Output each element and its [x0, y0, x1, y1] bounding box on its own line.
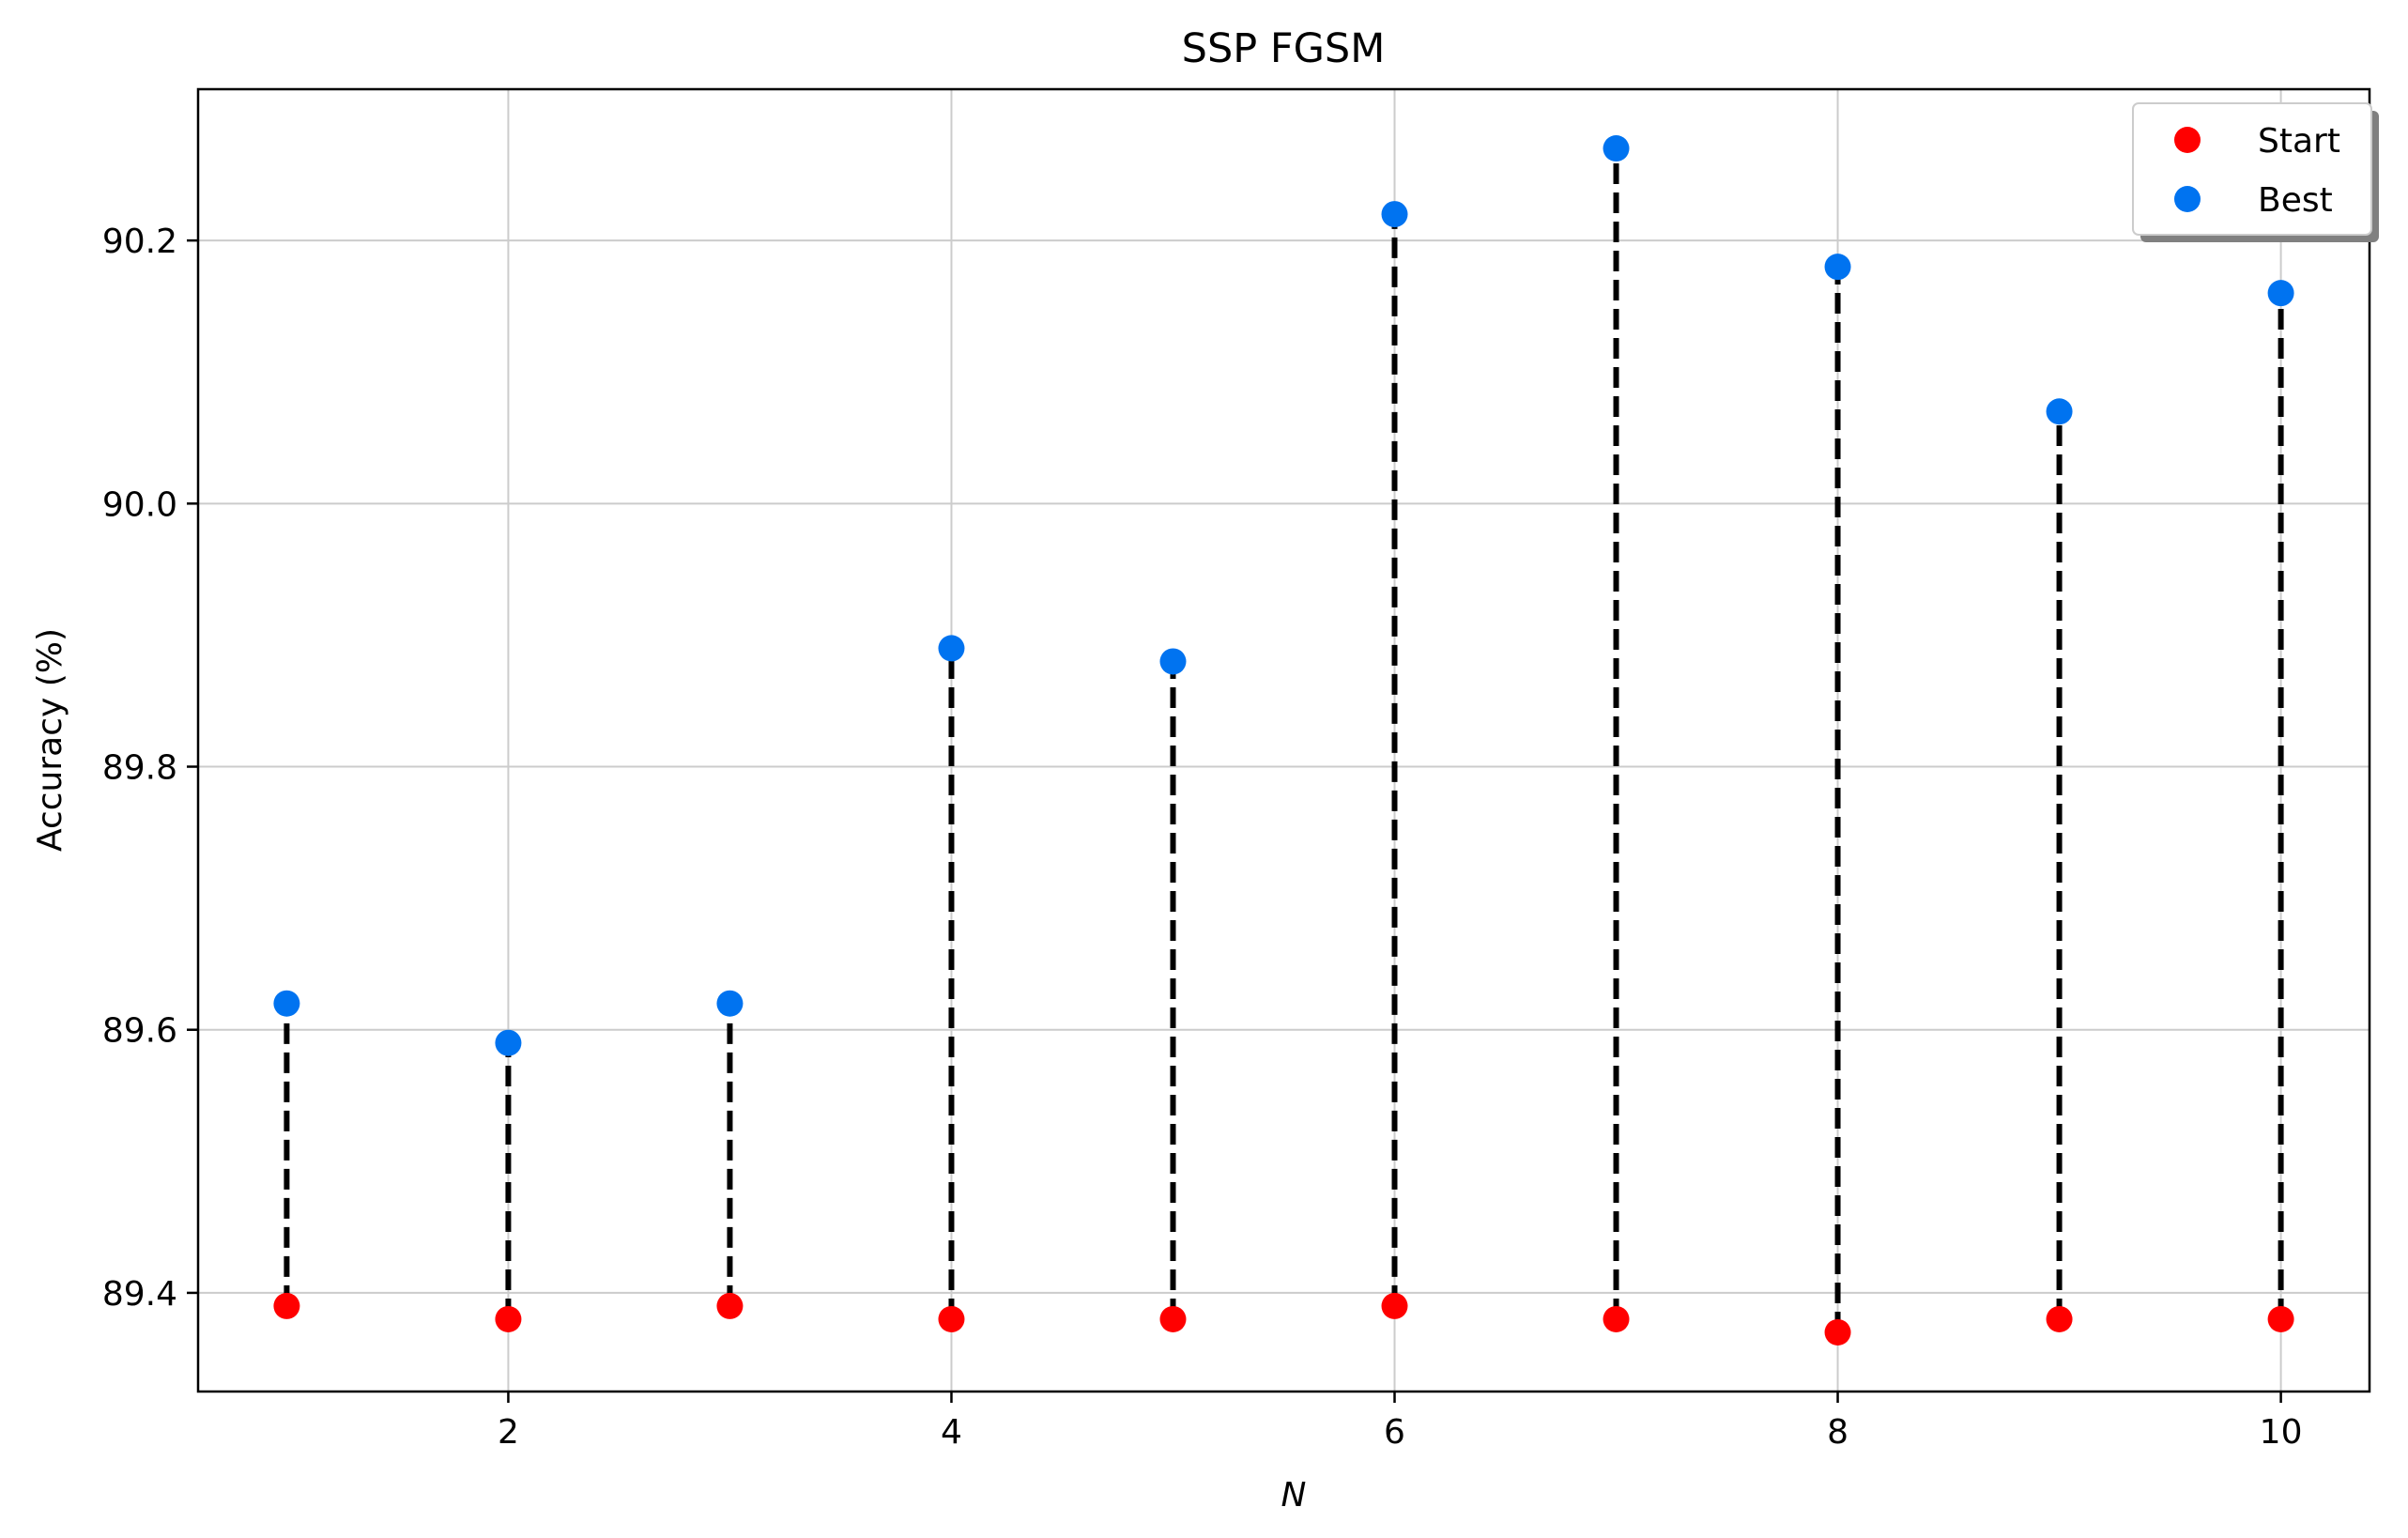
legend-marker-start — [2174, 127, 2201, 153]
x-tick-label: 4 — [941, 1413, 962, 1452]
start-point — [2046, 1305, 2073, 1332]
y-tick-label: 89.6 — [102, 1012, 177, 1051]
best-point — [495, 1029, 522, 1056]
best-point — [273, 990, 300, 1017]
start-point — [1381, 1292, 1408, 1319]
plot-frame — [196, 87, 2371, 1393]
start-point — [495, 1305, 522, 1332]
axis-ticks: 2 4 6 8 10 89.4 89.6 89.8 90.0 90.2 — [102, 223, 2303, 1452]
legend-label-start: Start — [2258, 122, 2340, 161]
x-tick-label: 2 — [498, 1413, 519, 1452]
start-point — [273, 1292, 300, 1319]
y-tick-label: 90.0 — [102, 485, 177, 524]
y-tick-label: 90.2 — [102, 223, 177, 261]
start-point — [1603, 1305, 1630, 1332]
best-point — [1824, 254, 1851, 281]
x-axis-label: N — [1281, 1476, 1307, 1515]
best-point — [2046, 398, 2073, 425]
best-point — [938, 635, 965, 662]
x-tick-label: 8 — [1827, 1413, 1848, 1452]
best-point — [1159, 648, 1187, 675]
y-axis-label: Accuracy (%) — [31, 628, 69, 852]
legend-label-best: Best — [2258, 181, 2333, 220]
y-tick-label: 89.8 — [102, 749, 177, 788]
grid-lines — [198, 89, 2370, 1392]
best-point — [1381, 201, 1408, 228]
start-point — [2267, 1305, 2294, 1332]
x-tick-label: 10 — [2260, 1413, 2303, 1452]
y-tick-label: 89.4 — [102, 1275, 177, 1314]
stem-lines — [284, 148, 2284, 1332]
legend: Start Best — [2132, 102, 2379, 242]
x-tick-label: 6 — [1384, 1413, 1405, 1452]
start-point — [716, 1292, 744, 1319]
best-point — [716, 990, 744, 1017]
start-point — [1159, 1305, 1187, 1332]
chart-title: SSP FGSM — [1182, 25, 1386, 72]
best-point — [2267, 280, 2294, 307]
start-point — [938, 1305, 965, 1332]
best-point — [1603, 135, 1630, 162]
legend-marker-best — [2174, 186, 2201, 212]
start-point — [1824, 1318, 1851, 1346]
data-points — [273, 135, 2294, 1346]
